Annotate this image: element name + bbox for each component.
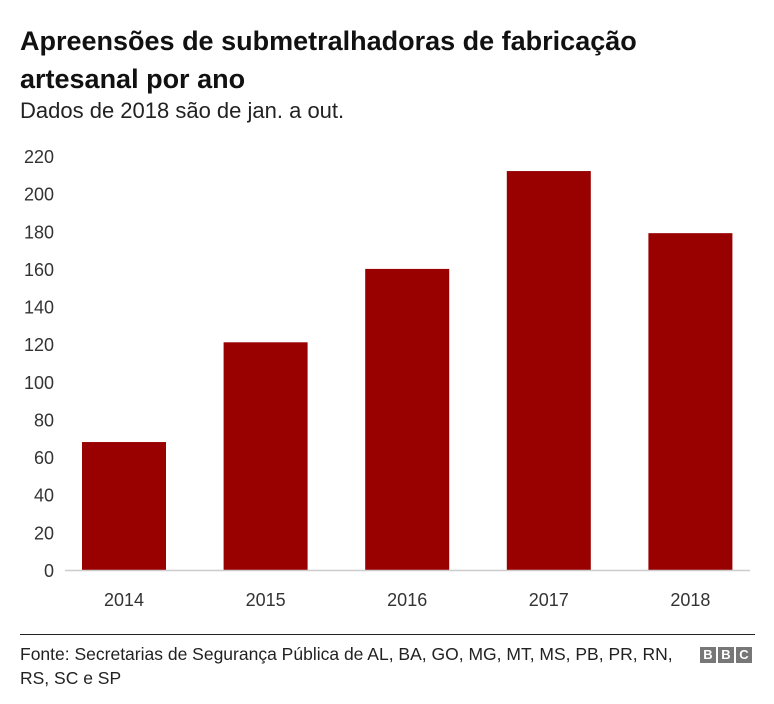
x-tick-label: 2017 — [529, 590, 569, 610]
footer-divider — [20, 634, 755, 635]
bbc-logo-b1: B — [700, 647, 716, 663]
bbc-logo-b2: B — [718, 647, 734, 663]
y-tick-label: 200 — [24, 185, 54, 205]
source-note: Fonte: Secretarias de Segurança Pública … — [20, 644, 673, 688]
y-tick-label: 220 — [24, 147, 54, 167]
y-tick-label: 60 — [34, 448, 54, 468]
bbc-logo-c: C — [736, 647, 752, 663]
y-tick-label: 40 — [34, 486, 54, 506]
bar-2018 — [648, 233, 733, 570]
y-tick-label: 20 — [34, 523, 54, 543]
y-tick-label: 100 — [24, 373, 54, 393]
y-tick-label: 140 — [24, 298, 54, 318]
y-tick-label: 120 — [24, 335, 54, 355]
chart-title: Apreensões de submetralhadoras de fabric… — [20, 26, 637, 94]
x-tick-label: 2016 — [387, 590, 427, 610]
y-tick-label: 0 — [44, 561, 54, 581]
x-tick-label: 2014 — [104, 590, 144, 610]
y-axis: 0 20 40 60 80 100 120 140 160 180 200 220 — [24, 147, 54, 581]
x-axis: 2014 2015 2016 2017 2018 — [104, 590, 710, 610]
x-tick-label: 2018 — [670, 590, 710, 610]
y-tick-label: 180 — [24, 222, 54, 242]
y-tick-label: 80 — [34, 410, 54, 430]
y-tick-label: 160 — [24, 260, 54, 280]
chart-subtitle: Dados de 2018 são de jan. a out. — [20, 98, 345, 123]
x-tick-label: 2015 — [246, 590, 286, 610]
bar-2014 — [82, 442, 166, 570]
bar-2015 — [223, 342, 308, 570]
bars — [82, 171, 733, 570]
bar-2017 — [506, 171, 591, 570]
bar-2016 — [365, 268, 450, 570]
